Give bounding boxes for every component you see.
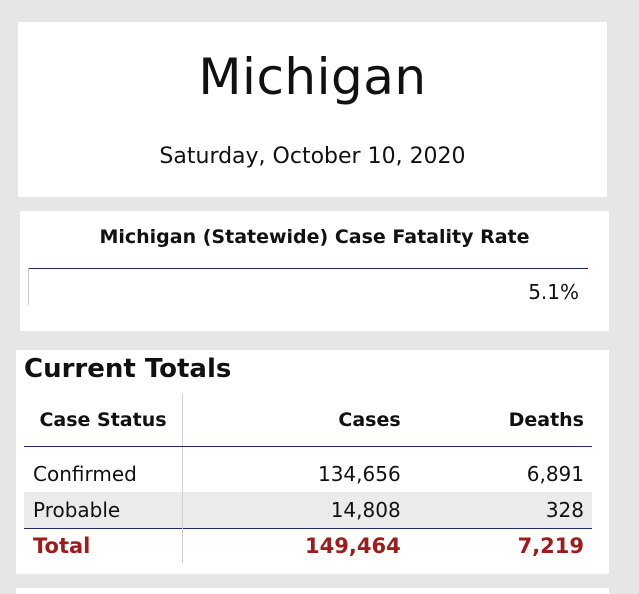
report-date: Saturday, October 10, 2020 bbox=[159, 144, 466, 169]
column-header-case-status[interactable]: Case Status bbox=[24, 394, 183, 447]
column-header-deaths[interactable]: Deaths bbox=[408, 394, 592, 447]
state-title: Michigan bbox=[198, 48, 427, 106]
row-deaths: 6,891 bbox=[526, 462, 584, 486]
row-cases: 14,808 bbox=[182, 492, 409, 529]
total-cases: 149,464 bbox=[182, 528, 409, 563]
table-row: Probable 14,808 328 bbox=[24, 492, 592, 529]
row-status: Confirmed bbox=[24, 456, 183, 492]
cfr-column-border bbox=[28, 268, 29, 305]
next-card-edge bbox=[16, 588, 609, 594]
row-cases: 134,656 bbox=[317, 462, 401, 486]
cfr-title: Michigan (Statewide) Case Fatality Rate bbox=[99, 226, 530, 248]
row-status: Probable bbox=[24, 492, 183, 529]
row-deaths: 328 bbox=[408, 492, 592, 529]
current-totals-card: Current Totals Case Status Cases Deaths … bbox=[16, 350, 609, 574]
header-card: Michigan Saturday, October 10, 2020 bbox=[18, 22, 607, 197]
case-fatality-rate-card: Michigan (Statewide) Case Fatality Rate … bbox=[20, 211, 609, 331]
cfr-divider bbox=[28, 268, 588, 269]
column-header-cases[interactable]: Cases bbox=[182, 394, 409, 447]
total-row: Total 149,464 7,219 bbox=[24, 528, 592, 563]
totals-table: Case Status Cases Deaths Confirmed 134,6… bbox=[24, 394, 592, 563]
section-title: Current Totals bbox=[24, 354, 232, 384]
spacer-row bbox=[24, 446, 592, 456]
total-deaths: 7,219 bbox=[408, 528, 592, 563]
table-header-row: Case Status Cases Deaths bbox=[24, 394, 592, 447]
table-row: Confirmed 134,656 6,891 bbox=[24, 456, 592, 492]
total-label: Total bbox=[24, 528, 183, 563]
cfr-value: 5.1% bbox=[528, 280, 579, 304]
